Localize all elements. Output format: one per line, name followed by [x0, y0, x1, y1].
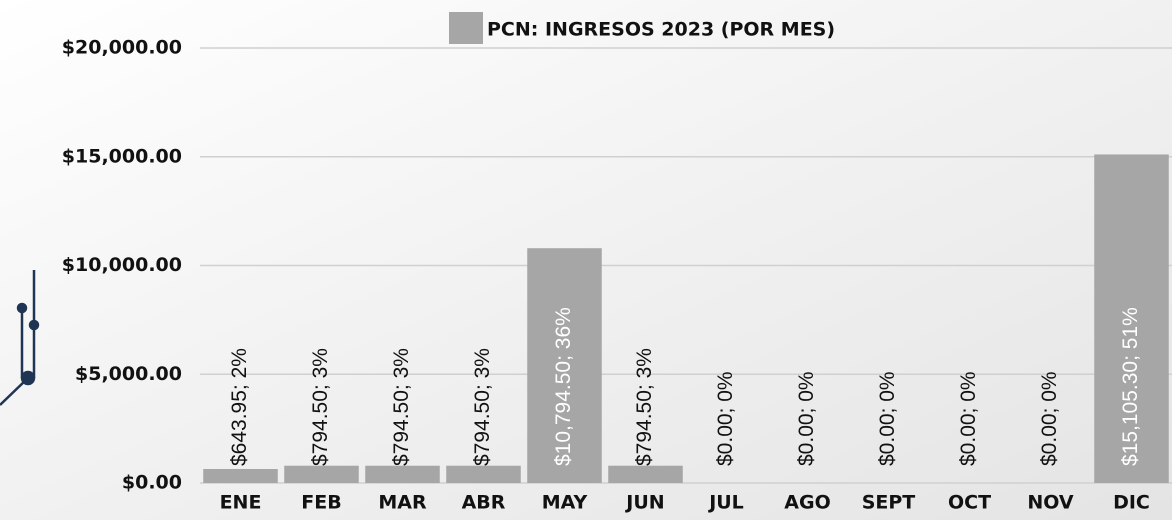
value-label: $10,794.50; 36%	[552, 307, 575, 466]
x-tick-label: SEPT	[862, 492, 916, 514]
chart-title: PCN: INGRESOS 2023 (POR MES)	[487, 19, 835, 41]
y-tick-label: $20,000.00	[62, 37, 182, 59]
x-tick-label: ENE	[220, 492, 262, 514]
x-tick-label: ABR	[462, 492, 506, 514]
value-label: $0.00; 0%	[957, 371, 980, 466]
bar	[446, 466, 521, 483]
bar	[203, 469, 278, 483]
x-tick-label: JUL	[707, 492, 744, 514]
value-label: $794.50; 3%	[471, 348, 494, 466]
x-tick-label: MAY	[542, 492, 588, 514]
chart: PCN: INGRESOS 2023 (POR MES) $0.00 $5,000…	[0, 0, 1172, 520]
x-tick-label: FEB	[301, 492, 341, 514]
x-tick-label: DIC	[1113, 492, 1150, 514]
x-tick-label: MAR	[378, 492, 427, 514]
y-tick-label: $5,000.00	[75, 363, 182, 385]
value-label: $794.50; 3%	[390, 348, 413, 466]
bar	[284, 466, 359, 483]
value-label: $0.00; 0%	[1038, 371, 1061, 466]
value-label: $15,105.30; 51%	[1119, 307, 1142, 466]
value-label: $794.50; 3%	[309, 348, 332, 466]
bar	[608, 466, 683, 483]
value-label: $0.00; 0%	[876, 371, 899, 466]
value-label: $794.50; 3%	[633, 348, 656, 466]
x-tick-label: AGO	[784, 492, 830, 514]
value-label: $643.95; 2%	[228, 348, 251, 466]
value-label: $0.00; 0%	[795, 371, 818, 466]
y-tick-label: $15,000.00	[62, 145, 182, 167]
bar	[365, 466, 440, 483]
x-tick-label: NOV	[1027, 492, 1074, 514]
y-tick-label: $0.00	[122, 472, 182, 494]
y-tick-label: $10,000.00	[62, 254, 182, 276]
value-label: $0.00; 0%	[714, 371, 737, 466]
legend-marker	[449, 12, 483, 44]
x-tick-label: OCT	[948, 492, 991, 514]
x-tick-label: JUN	[624, 492, 664, 514]
